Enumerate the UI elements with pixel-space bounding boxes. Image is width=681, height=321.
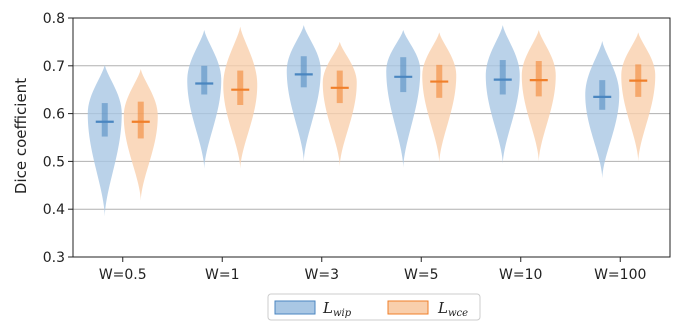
violin-iqr-bar [535,61,542,97]
y-tick-label: 0.7 [43,59,65,75]
legend-swatch-wce [387,300,429,315]
violins [87,25,656,217]
violin-iqr-bar [237,70,244,105]
y-axis-label: Dice coefficient [12,78,30,194]
legend-label-wce-sub: wce [448,308,468,319]
violin-iqr-bar [201,65,208,95]
violin-iqr-bar [400,57,407,93]
legend-label-wip-name: L [322,299,333,317]
violin-body [286,25,321,162]
y-tick-label: 0.5 [43,154,65,170]
x-tick-label: W=100 [594,267,646,283]
legend-label-wip: Lwip [322,299,352,319]
legend: Lwip Lwce [267,293,481,321]
violin-body [322,41,357,167]
violin-body [87,64,122,217]
violin-iqr-bar [101,103,108,137]
plot-frame [72,17,671,258]
violin-iqr-bar [137,101,144,139]
violin-body [187,29,222,169]
axes [72,17,671,258]
x-ticks: W=0.5 W=1 W=3 W=5 W=10 W=100 [99,257,646,283]
grid-lines [73,65,670,210]
legend-label-wce-name: L [437,299,448,317]
legend-label-wce: Lwce [437,299,468,319]
legend-swatch-wip [274,300,316,315]
x-tick-label: W=5 [404,267,438,283]
violin-iqr-bar [300,56,307,88]
y-tick-label: 0.6 [43,107,65,123]
x-tick-label: W=0.5 [99,267,147,283]
y-tick-label: 0.4 [43,202,65,218]
x-tick-label: W=1 [205,267,239,283]
violin-iqr-bar [499,60,506,95]
violin-body [386,29,421,168]
y-ticks: 0.3 0.4 0.5 0.6 0.7 0.8 [43,11,73,266]
x-tick-label: W=10 [499,267,542,283]
violin-iqr-bar [599,80,606,110]
y-tick-label: 0.8 [43,11,65,27]
x-tick-label: W=3 [305,267,339,283]
legend-label-wip-sub: wip [333,308,352,319]
y-tick-label: 0.3 [43,250,65,266]
